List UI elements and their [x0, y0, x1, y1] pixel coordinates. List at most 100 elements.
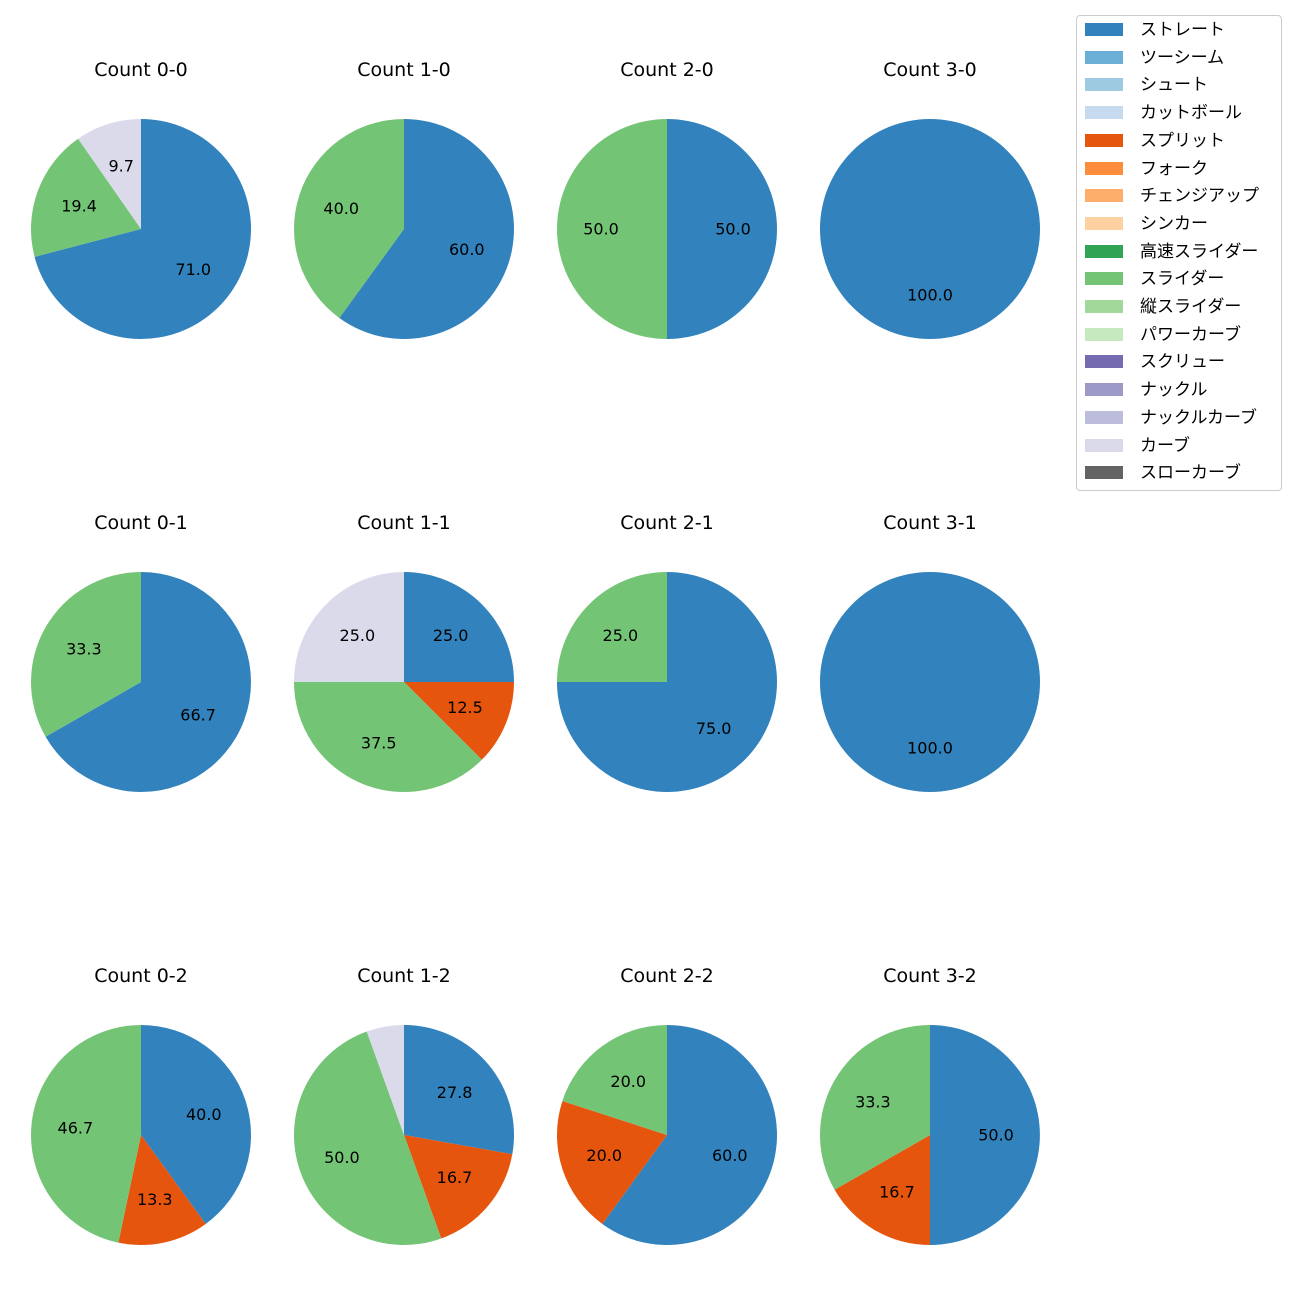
- legend-swatch: [1085, 466, 1123, 480]
- legend-item: ナックル: [1077, 380, 1283, 400]
- pie-title: Count 1-0: [357, 59, 451, 81]
- legend-label: カーブ: [1140, 435, 1190, 456]
- pie-chart: Count 2-0 50.0 50.0: [557, 59, 777, 339]
- pie-slice: [930, 1025, 1040, 1245]
- pie-slice: [404, 1025, 514, 1155]
- pie-slice-label: 9.7: [108, 157, 133, 176]
- legend-swatch: [1085, 410, 1123, 424]
- pie-slice-label: 16.7: [879, 1183, 915, 1202]
- legend-swatch: [1085, 23, 1123, 36]
- pie-chart: Count 1-2 27.8 16.7 50.0: [293, 965, 514, 1246]
- pie-slice-label: 40.0: [186, 1105, 222, 1124]
- pie-slice-label: 66.7: [180, 706, 216, 725]
- pie-slice-label: 50.0: [583, 220, 619, 239]
- legend-item: ナックルカーブ: [1077, 408, 1283, 428]
- pie-slice-label: 100.0: [907, 286, 953, 305]
- pie-chart: Count 0-2 40.0 13.3 46.7: [31, 965, 252, 1245]
- pie-chart: Count 1-0 60.0 40.0: [293, 59, 514, 339]
- pie-slice: [820, 119, 1040, 339]
- pie-chart: Count 3-2 50.0 16.7 33.3: [819, 965, 1040, 1245]
- legend-item: カットボール: [1077, 103, 1283, 123]
- pie-chart: Count 2-2 60.0 20.0 20.0: [556, 965, 777, 1245]
- legend-label: ナックルカーブ: [1140, 407, 1257, 428]
- pie-chart: Count 3-0 100.0: [820, 59, 1040, 339]
- legend-label: スライダー: [1140, 269, 1225, 290]
- pie-slice-label: 33.3: [855, 1092, 891, 1111]
- pie-slice: [30, 572, 142, 737]
- legend-swatch: [1085, 355, 1123, 369]
- legend-swatch: [1085, 78, 1123, 92]
- pie-slice: [557, 119, 667, 339]
- pie-chart: Count 2-1 75.0 25.0: [557, 512, 777, 792]
- legend-item: スプリット: [1077, 131, 1283, 151]
- pie-title: Count 2-0: [620, 59, 714, 81]
- pie-title: Count 1-1: [357, 512, 451, 534]
- pie-slice: [45, 572, 251, 792]
- pie-slice: [293, 119, 404, 318]
- pie-slice-label: 25.0: [340, 626, 376, 645]
- pie-chart: Count 0-1 66.7 33.3: [30, 512, 251, 792]
- pie-chart: Count 3-1 100.0: [820, 512, 1040, 792]
- pie-slice: [293, 1031, 442, 1246]
- legend-swatch: [1085, 272, 1123, 286]
- pie-slice: [404, 1135, 513, 1239]
- legend-item: シュート: [1077, 75, 1283, 95]
- pie-slice-label: 50.0: [324, 1148, 360, 1167]
- legend-label: シュート: [1140, 75, 1208, 96]
- legend-item: スローカーブ: [1077, 463, 1283, 483]
- pie-slice: [557, 572, 667, 682]
- pie-slice: [294, 682, 482, 792]
- legend-label: スクリュー: [1140, 352, 1225, 373]
- pie-title: Count 1-2: [357, 965, 451, 987]
- pie-title: Count 0-1: [94, 512, 188, 534]
- pie-slice-label: 37.5: [361, 733, 397, 752]
- pie-title: Count 0-0: [94, 59, 188, 81]
- legend-item: 高速スライダー: [1077, 242, 1283, 262]
- pie-slice: [404, 682, 514, 760]
- pie-slice-label: 71.0: [175, 260, 211, 279]
- pie-slice: [819, 1025, 930, 1190]
- pie-slice-label: 75.0: [696, 719, 732, 738]
- legend-label: スローカーブ: [1140, 463, 1241, 484]
- legend-item: ストレート: [1077, 20, 1283, 40]
- pie-slice: [556, 1101, 667, 1224]
- legend-label: チェンジアップ: [1140, 186, 1259, 207]
- pie-slice: [31, 138, 141, 257]
- pie-slice: [366, 1025, 404, 1135]
- legend-swatch: [1085, 50, 1123, 64]
- legend-item: カーブ: [1077, 436, 1283, 456]
- pie-slice: [667, 119, 777, 339]
- pie-slice-label: 60.0: [712, 1146, 748, 1165]
- pie-slice: [834, 1135, 930, 1245]
- legend-item: パワーカーブ: [1077, 325, 1283, 345]
- legend: ストレート ツーシーム シュート カットボール スプリット フォーク チェンジアップ シンカー…: [1076, 15, 1282, 491]
- legend-swatch: [1085, 383, 1123, 397]
- pie-slice-label: 50.0: [715, 220, 751, 239]
- pie-slice: [339, 119, 514, 339]
- legend-label: ナックル: [1140, 380, 1208, 401]
- legend-item: スクリュー: [1077, 352, 1283, 372]
- pie-slice: [294, 572, 404, 682]
- legend-label: フォーク: [1140, 158, 1208, 179]
- pie-slice: [404, 572, 514, 682]
- pie-slice: [31, 1025, 141, 1243]
- legend-swatch: [1085, 300, 1123, 313]
- legend-label: パワーカーブ: [1140, 324, 1241, 345]
- pie-slice: [141, 1025, 252, 1224]
- legend-label: 縦スライダー: [1140, 297, 1242, 317]
- legend-item: チェンジアップ: [1077, 186, 1283, 206]
- legend-swatch: [1085, 244, 1123, 258]
- legend-swatch: [1085, 327, 1123, 341]
- legend-label: カットボール: [1140, 103, 1242, 124]
- pie-slice-label: 12.5: [447, 698, 483, 717]
- pie-title: Count 3-0: [883, 59, 977, 81]
- pie-slice-label: 100.0: [907, 739, 953, 758]
- pie-slice-label: 27.8: [437, 1083, 473, 1102]
- pie-slice-label: 20.0: [610, 1072, 646, 1091]
- pie-title: Count 3-2: [883, 965, 977, 987]
- legend-label: シンカー: [1140, 213, 1208, 234]
- legend-item: 縦スライダー: [1077, 297, 1283, 317]
- pie-slice: [34, 119, 252, 339]
- legend-item: シンカー: [1077, 214, 1283, 234]
